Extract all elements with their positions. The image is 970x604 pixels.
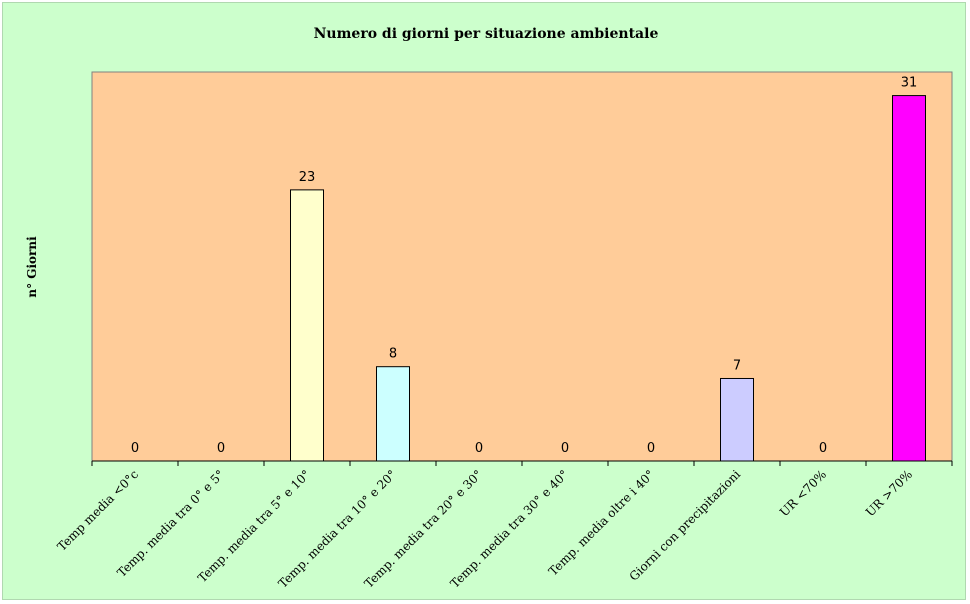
x-axis-category-label: UR <70% — [777, 467, 829, 519]
bar-value-label: 0 — [647, 441, 655, 456]
plot-area — [91, 71, 953, 462]
bar — [892, 95, 926, 462]
bar-value-label: 8 — [389, 347, 397, 362]
x-axis-category-label: UR >70% — [863, 467, 915, 519]
value-labels: 0 0 23 8 0 0 0 7 0 31 — [131, 76, 917, 456]
bar — [290, 189, 324, 462]
bar-value-label: 0 — [475, 441, 483, 456]
bar — [376, 366, 410, 462]
y-axis-label: n° Giorni — [25, 236, 39, 298]
bars-group — [290, 95, 926, 462]
bar-value-label: 0 — [217, 441, 225, 456]
bar-chart: Numero di giorni per situazione ambienta… — [25, 26, 953, 591]
bar-value-label: 0 — [819, 441, 827, 456]
bar-value-label: 23 — [299, 170, 316, 185]
chart-title: Numero di giorni per situazione ambienta… — [314, 26, 659, 42]
bar-value-label: 0 — [131, 441, 139, 456]
bar-value-label: 0 — [561, 441, 569, 456]
bar-value-label: 7 — [733, 358, 741, 373]
bar — [720, 377, 754, 462]
bar-value-label: 31 — [901, 76, 918, 91]
x-axis-category-label: Temp media <0°c — [55, 467, 142, 554]
x-axis-ticks — [91, 461, 953, 466]
